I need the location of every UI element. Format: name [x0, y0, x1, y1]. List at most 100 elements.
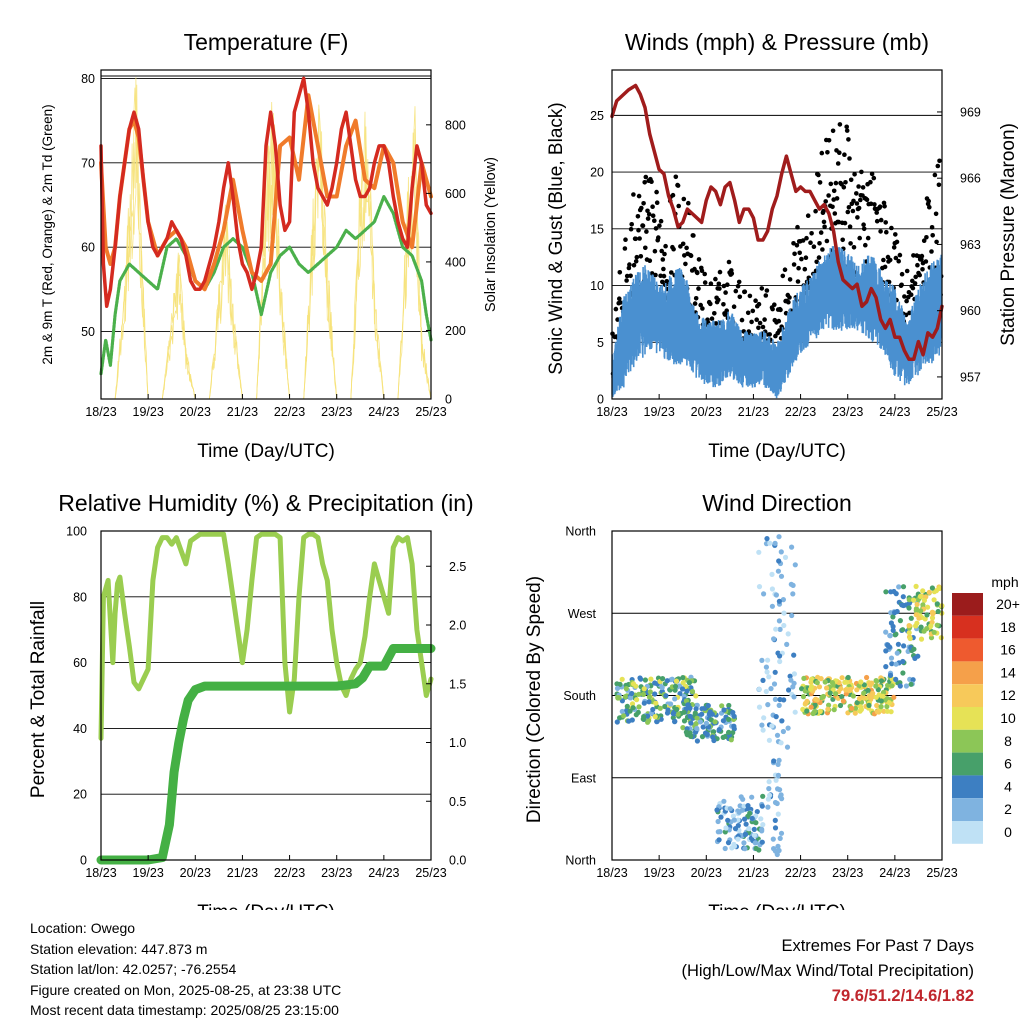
direction-point — [920, 602, 926, 608]
direction-point — [776, 618, 783, 624]
direction-point — [878, 704, 884, 710]
direction-point — [874, 709, 880, 715]
direction-point — [787, 673, 793, 679]
direction-point — [891, 588, 897, 595]
gust-point — [778, 307, 783, 313]
gust-point — [695, 270, 700, 276]
direction-point — [712, 719, 718, 725]
x-tick-label: 20/23 — [180, 866, 211, 880]
direction-point — [900, 627, 906, 633]
x-tick-label: 25/23 — [415, 405, 446, 419]
gust-point — [846, 137, 851, 142]
direction-point — [885, 682, 891, 689]
direction-point — [840, 698, 847, 704]
direction-point — [784, 744, 791, 750]
direction-point — [911, 646, 917, 652]
direction-point — [864, 674, 870, 681]
direction-point — [812, 708, 818, 715]
direction-point — [777, 794, 784, 800]
direction-point — [662, 703, 668, 710]
gust-point — [847, 156, 852, 161]
x-tick-label: 19/23 — [644, 866, 675, 880]
direction-point — [668, 701, 674, 707]
direction-point — [817, 708, 823, 715]
y-tick-label: 0 — [597, 393, 604, 407]
y-axis-label: Sonic Wind & Gust (Blue, Black) — [546, 102, 567, 374]
gust-point — [935, 163, 941, 169]
gust-point — [818, 230, 824, 235]
location-text: Location: Owego — [30, 920, 136, 936]
direction-point — [630, 681, 637, 687]
x-tick-label: 22/23 — [785, 405, 816, 419]
direction-point — [889, 661, 895, 667]
station-info: Location: Owego Station elevation: 447.8… — [30, 918, 341, 1021]
direction-point — [745, 806, 751, 812]
y2-tick-label: 0.0 — [449, 854, 466, 868]
gust-point — [686, 200, 691, 206]
gust-point — [708, 301, 713, 307]
direction-point — [706, 711, 712, 717]
direction-point — [653, 700, 659, 706]
direction-point — [685, 702, 691, 708]
x-tick-label: 23/23 — [832, 866, 863, 880]
gust-point — [731, 304, 737, 310]
direction-point — [680, 675, 686, 681]
gust-point — [808, 240, 813, 245]
direction-point — [906, 623, 912, 629]
y2-tick-label: 957 — [960, 370, 981, 384]
direction-point — [930, 611, 936, 617]
gust-point — [653, 272, 658, 278]
direction-point — [770, 836, 776, 842]
direction-point — [775, 811, 781, 817]
gust-point — [681, 196, 687, 202]
direction-point — [672, 696, 678, 702]
direction-point — [660, 676, 666, 682]
direction-point — [627, 708, 633, 714]
gust-point — [717, 286, 722, 291]
direction-point — [769, 571, 775, 578]
gust-point — [683, 261, 688, 267]
legend-swatch — [952, 729, 983, 753]
gust-point — [709, 316, 715, 322]
y-tick-label: North — [565, 854, 596, 868]
direction-point — [792, 709, 798, 715]
direction-point — [716, 727, 722, 733]
direction-point — [874, 702, 880, 709]
direction-point — [752, 840, 758, 846]
direction-point — [700, 724, 706, 730]
direction-point — [652, 691, 658, 697]
x-tick-label: 22/23 — [785, 866, 816, 880]
recent-data-text: Most recent data timestamp: 2025/08/25 2… — [30, 1002, 339, 1018]
direction-point — [705, 703, 711, 709]
direction-point — [614, 719, 620, 725]
gust-point — [786, 299, 791, 305]
direction-point — [683, 729, 690, 735]
direction-point — [753, 820, 759, 826]
gust-point — [912, 281, 918, 286]
legend-label: 0 — [1004, 824, 1012, 840]
direction-point — [776, 702, 782, 709]
direction-point — [900, 670, 906, 676]
direction-point — [771, 846, 777, 852]
legend-swatch — [952, 775, 983, 799]
direction-point — [816, 684, 823, 690]
y-tick-label: 70 — [81, 156, 95, 170]
direction-point — [861, 682, 867, 688]
gust-point — [642, 180, 647, 185]
y-tick-label: 60 — [81, 241, 95, 255]
gust-point — [799, 256, 804, 262]
x-tick-label: 21/23 — [227, 866, 258, 880]
gust-point — [845, 209, 851, 215]
direction-point — [791, 652, 797, 658]
gust-point — [688, 253, 694, 259]
direction-point — [856, 696, 863, 702]
direction-point — [726, 729, 732, 735]
gust-point — [747, 293, 753, 299]
legend-label: 12 — [1000, 687, 1016, 703]
direction-point — [894, 608, 900, 615]
x-tick-label: 24/23 — [879, 866, 910, 880]
direction-point — [648, 676, 654, 682]
legend-title: mph — [991, 574, 1018, 590]
gust-point — [693, 296, 699, 301]
gust-point — [871, 175, 877, 181]
